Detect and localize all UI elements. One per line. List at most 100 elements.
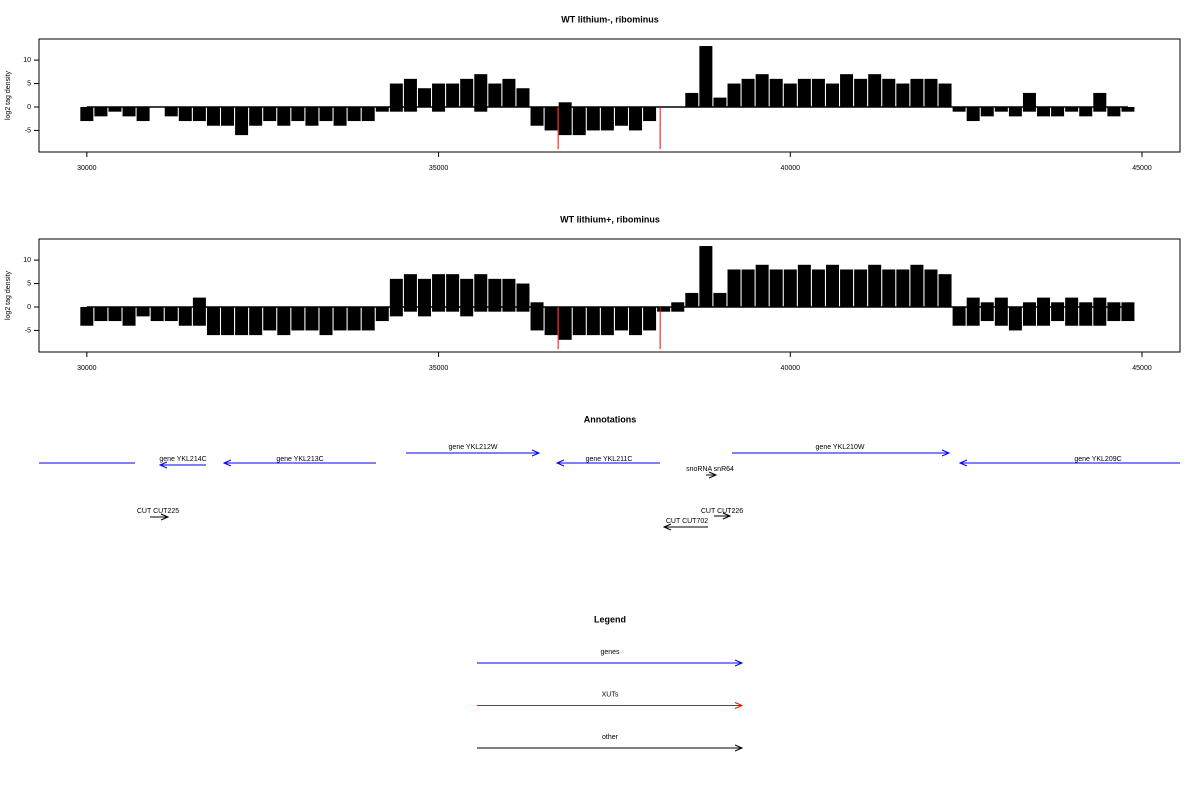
density-bar: [1093, 297, 1107, 307]
density-bar: [1079, 302, 1093, 307]
density-bar: [516, 88, 530, 107]
y-tick-label: 5: [27, 80, 31, 87]
density-bar: [474, 74, 488, 107]
density-bar: [600, 106, 614, 131]
feature-label: gene YKL209C: [1074, 456, 1121, 463]
density-bar: [868, 74, 882, 107]
y-tick-label: 10: [23, 257, 31, 264]
density-bar: [966, 306, 980, 326]
density-bar: [530, 306, 544, 331]
plot-frame: [38, 38, 1181, 153]
density-bar: [868, 264, 882, 307]
density-bar: [389, 278, 403, 307]
density-bar: [347, 106, 361, 122]
density-bar: [432, 306, 446, 312]
feature-label: snoRNA snR64: [686, 466, 734, 473]
density-bar: [1022, 302, 1036, 307]
x-tick-label: 30000: [77, 165, 97, 172]
density-bar: [136, 106, 150, 122]
density-bar: [572, 106, 586, 136]
density-bar: [516, 283, 530, 307]
density-bar: [1079, 106, 1093, 117]
feature-arrow-head: [662, 523, 672, 531]
feature-arrow-head: [555, 459, 565, 467]
density-bar: [164, 106, 178, 117]
density-bar: [488, 83, 502, 107]
feature-label: CUT CUT225: [137, 508, 179, 515]
density-bar: [1065, 106, 1079, 112]
density-bar: [699, 246, 713, 307]
y-axis-label: log2 tag density: [5, 70, 12, 120]
feature-arrow-head: [160, 513, 170, 521]
density-bar: [952, 306, 966, 326]
density-bar: [1008, 106, 1022, 117]
density-bar: [558, 102, 572, 107]
density-bar: [417, 306, 431, 317]
annotations-title: Annotations: [584, 414, 637, 424]
density-bar: [319, 306, 333, 336]
density-bar: [558, 106, 572, 136]
density-bar: [896, 269, 910, 307]
density-bar: [530, 302, 544, 307]
density-bar: [488, 278, 502, 307]
density-bar: [558, 306, 572, 340]
density-bar: [1037, 106, 1051, 117]
density-bar: [769, 269, 783, 307]
density-bar: [1107, 106, 1121, 117]
density-bar: [305, 306, 319, 331]
y-tick-label: 0: [27, 104, 31, 111]
density-bar: [192, 106, 206, 122]
density-bar: [713, 97, 727, 107]
density-bar: [192, 306, 206, 326]
density-bar: [403, 274, 417, 307]
density-bar: [882, 269, 896, 307]
density-bar: [685, 92, 699, 107]
density-bar: [1051, 106, 1065, 117]
density-bar: [389, 83, 403, 107]
density-bar: [1079, 306, 1093, 326]
density-bar: [375, 306, 389, 322]
legend-arrow-head: [734, 744, 744, 752]
density-bar: [263, 106, 277, 122]
density-bar: [797, 78, 811, 107]
density-bar: [347, 306, 361, 331]
density-bar: [206, 106, 220, 126]
density-bar: [741, 78, 755, 107]
density-bar: [263, 306, 277, 331]
feature-label: gene YKL213C: [276, 456, 323, 463]
density-bar: [1107, 302, 1121, 307]
density-bar: [178, 106, 192, 122]
density-bar: [403, 78, 417, 107]
density-bar: [938, 83, 952, 107]
feature-arrow-head: [531, 449, 541, 457]
density-bar: [797, 264, 811, 307]
density-bar: [952, 106, 966, 112]
density-bar: [671, 302, 685, 307]
feature-label: CUT CUT702: [666, 518, 708, 525]
density-bar: [235, 306, 249, 336]
chart-title: WT lithium-, ribominus: [561, 14, 659, 24]
density-bar: [446, 83, 460, 107]
density-bar: [811, 269, 825, 307]
density-bar: [980, 306, 994, 322]
density-bar: [938, 274, 952, 307]
density-bar: [572, 306, 586, 336]
density-bar: [249, 106, 263, 126]
density-bar: [502, 278, 516, 307]
density-bar: [178, 306, 192, 326]
density-bar: [94, 106, 108, 117]
density-bar: [1022, 106, 1036, 112]
legend-arrow-head: [734, 659, 744, 667]
density-bar: [150, 306, 164, 322]
feature-arrow-head: [708, 471, 718, 479]
feature-arrow-head: [722, 512, 732, 520]
density-bar: [1121, 302, 1135, 307]
density-bar: [1065, 297, 1079, 307]
legend-title: Legend: [594, 614, 626, 624]
density-bar: [333, 306, 347, 331]
density-bar: [980, 106, 994, 117]
density-bar: [305, 106, 319, 126]
density-bar: [221, 106, 235, 126]
density-bar: [502, 306, 516, 312]
